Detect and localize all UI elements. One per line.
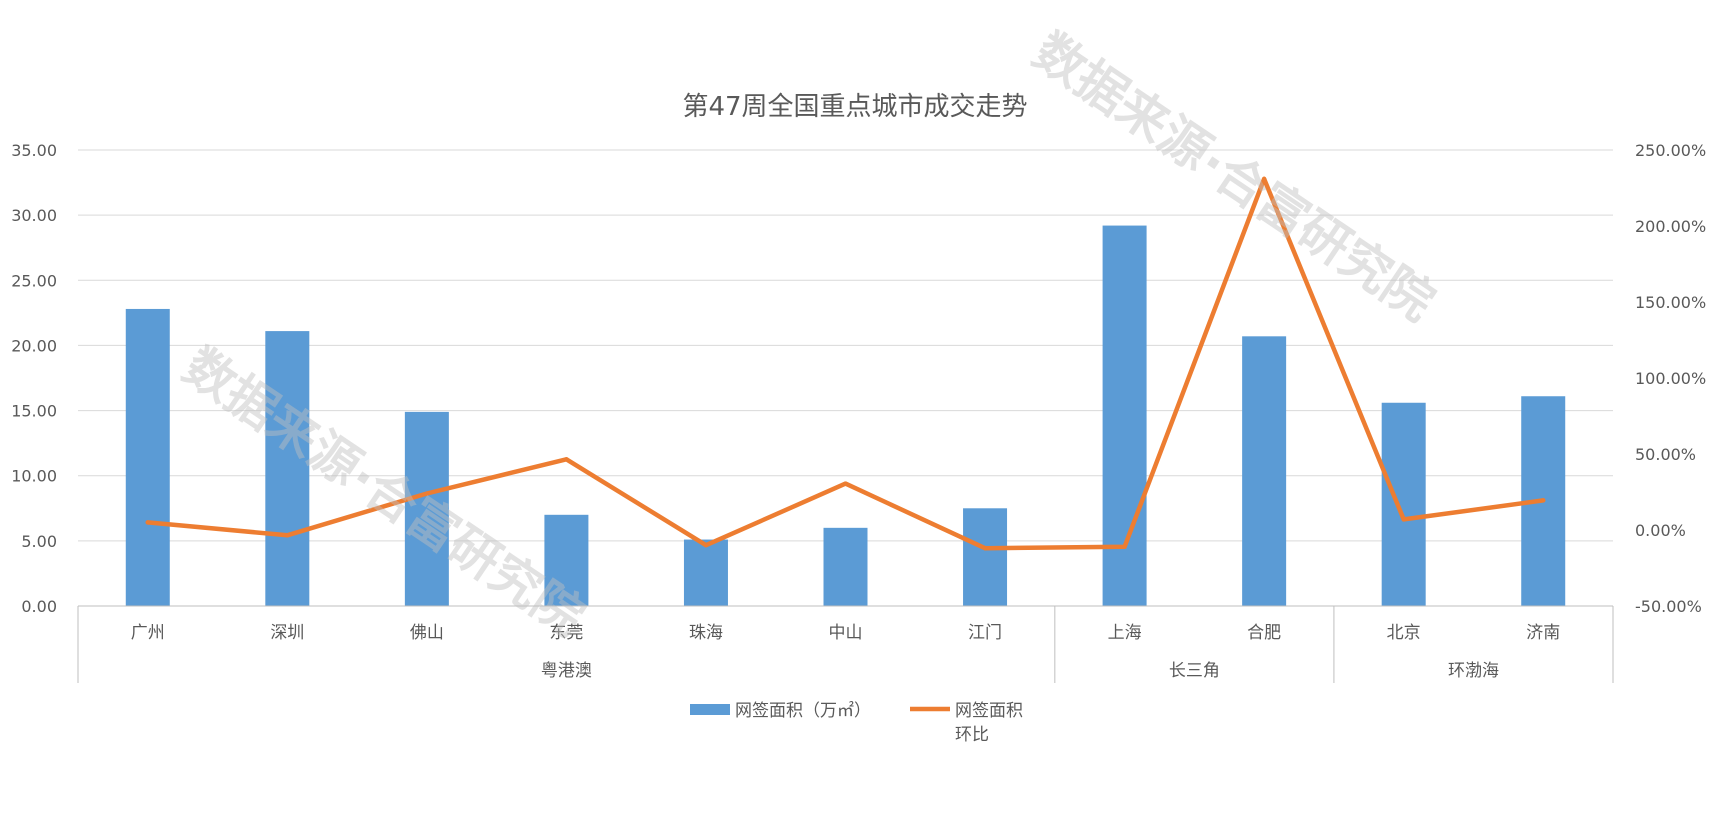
bar <box>544 514 589 606</box>
bar <box>125 308 170 606</box>
legend-label-line: 网签面积环比 <box>955 701 1023 745</box>
x-tick-label: 广州 <box>131 623 165 643</box>
line-series <box>145 176 1546 551</box>
y-left-tick-label: 25.00 <box>11 271 57 290</box>
y-left-tick-label: 5.00 <box>21 532 57 551</box>
x-tick-label: 深圳 <box>270 623 304 643</box>
x-tick-label: 中山 <box>829 623 863 643</box>
bar <box>823 527 868 606</box>
gridlines <box>78 149 1613 607</box>
group-label: 长三角 <box>1169 661 1220 681</box>
line-point <box>1122 544 1127 549</box>
chart-title: 第47周全国重点城市成交走势 <box>682 92 1027 122</box>
group-label: 粤港澳 <box>541 661 592 681</box>
y-left-tick-label: 15.00 <box>11 402 57 421</box>
line-point <box>982 546 988 551</box>
axes: 0.00 5.00 10.00 15.00 20.00 25.00 30.00 35.00 -5… <box>11 141 1706 683</box>
bar <box>1242 336 1287 606</box>
x-tick-label: 江门 <box>968 623 1002 643</box>
y-right-tick-label: 100.00% <box>1635 369 1706 388</box>
line-point <box>1261 176 1267 182</box>
y-right-tick-label: 50.00% <box>1635 445 1696 464</box>
watermark-text: 数据来源·合富研究院 <box>1023 22 1444 332</box>
y-right-tick-label: 0.00% <box>1635 521 1686 540</box>
legend: 网签面积（万㎡） 网签面积环比 <box>690 701 1023 745</box>
x-tick-label: 珠海 <box>689 623 723 643</box>
y-left-tick-label: 0.00 <box>21 597 57 616</box>
x-tick-label: 济南 <box>1526 623 1560 643</box>
x-tick-label: 合肥 <box>1247 623 1281 643</box>
line-point <box>424 491 430 496</box>
legend-label-bar: 网签面积（万㎡） <box>735 701 871 721</box>
bar <box>683 539 728 606</box>
line-point <box>145 520 150 525</box>
line-point <box>564 457 569 462</box>
y-left-tick-label: 35.00 <box>11 141 57 160</box>
group-label: 环渤海 <box>1448 661 1499 681</box>
line-point <box>1541 498 1546 503</box>
line-point <box>1401 517 1406 522</box>
y-left-tick-label: 30.00 <box>11 206 57 225</box>
y-left-tick-label: 10.00 <box>11 467 57 486</box>
x-tick-label: 北京 <box>1387 623 1421 643</box>
line-point <box>703 543 709 548</box>
line-point <box>285 533 290 538</box>
x-tick-label: 东莞 <box>549 623 583 643</box>
watermark-text: 数据来源·合富研究院 <box>173 337 594 647</box>
y-left-tick-label: 20.00 <box>11 336 57 355</box>
bar <box>404 411 449 606</box>
x-tick-label: 上海 <box>1108 623 1142 643</box>
y-right-tick-label: 250.00% <box>1635 141 1706 160</box>
y-right-tick-label: 200.00% <box>1635 217 1706 236</box>
bar <box>265 331 310 606</box>
bar-series <box>125 225 1566 606</box>
x-tick-label: 佛山 <box>410 623 444 643</box>
legend-label-line-part: 网签面积 <box>955 701 1023 721</box>
bar <box>963 508 1008 606</box>
line-point <box>843 481 848 486</box>
legend-label-line-part: 环比 <box>955 725 989 745</box>
y-right-tick-label: -50.00% <box>1635 597 1702 616</box>
bar <box>1381 402 1426 606</box>
y-right-tick-label: 150.00% <box>1635 293 1706 312</box>
legend-swatch-bar <box>690 704 730 715</box>
